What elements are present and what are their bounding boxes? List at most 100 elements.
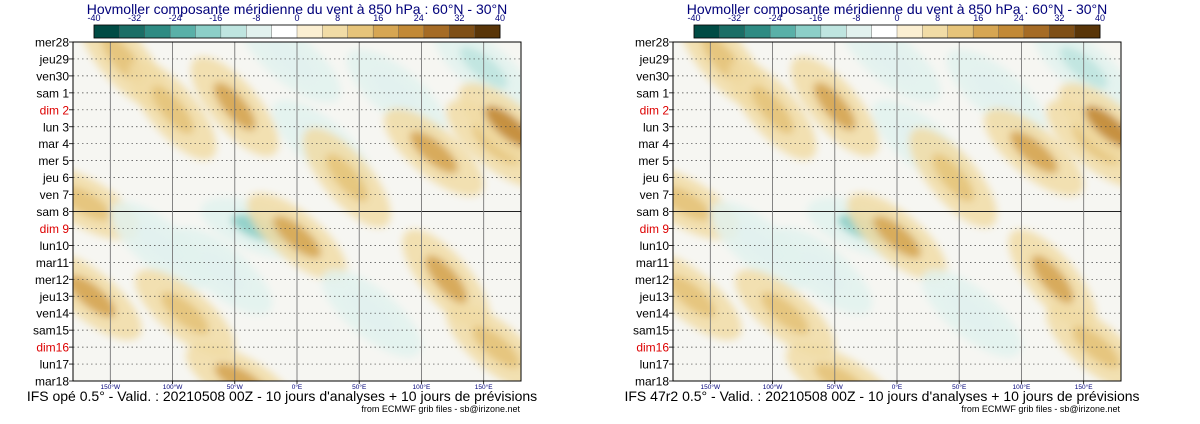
chart-title: Hovmoller composante méridienne du vent …	[687, 1, 1108, 17]
wind-anomaly-halo	[185, 343, 297, 381]
y-day-label: sam 8	[36, 205, 69, 219]
x-tick-label: 0°E	[292, 383, 303, 391]
colorbar-tick-label: 0	[894, 13, 899, 23]
y-day-label: mer12	[35, 273, 69, 287]
colorbar-tick-label: 0	[294, 13, 299, 23]
colorbar-swatch	[246, 24, 273, 39]
model-footer: IFS 47r2 0.5° - Valid. : 20210508 00Z - …	[624, 388, 1139, 404]
x-tick-label: 150°W	[701, 383, 721, 391]
wind-anomaly-core	[972, 71, 1021, 114]
colorbar-tick-label: 40	[495, 13, 505, 23]
y-day-label: mer12	[635, 273, 669, 287]
y-day-label: sam 1	[36, 86, 69, 100]
y-day-label: ven 7	[640, 188, 670, 202]
colorbar-swatch	[220, 24, 247, 39]
wind-anomaly-halo	[785, 343, 897, 381]
colorbar-tick-label: -32	[128, 13, 141, 23]
y-day-label: sam 1	[636, 86, 669, 100]
y-day-label: lun 3	[643, 120, 669, 134]
y-day-label: jeu29	[639, 52, 670, 66]
colorbar-swatch	[693, 24, 720, 39]
wind-anomaly-core	[214, 363, 268, 381]
y-day-label: jeu 6	[642, 171, 669, 185]
y-day-label: lun10	[40, 239, 70, 253]
y-day-label: mer 5	[638, 154, 669, 168]
y-day-label: jeu13	[639, 290, 670, 304]
colorbar-swatch	[347, 24, 374, 39]
y-day-label: mar 4	[38, 137, 69, 151]
colorbar-swatch	[169, 24, 196, 39]
hovmoller-svg: Hovmoller composante méridienne du vent …	[27, 1, 537, 414]
colorbar-swatch	[322, 24, 349, 39]
colorbar-tick-label: -16	[209, 13, 222, 23]
colorbar-tick-label: 8	[935, 13, 940, 23]
credit-text: from ECMWF grib files - sb@irizone.net	[361, 404, 520, 414]
y-day-label: ven30	[36, 69, 69, 83]
x-tick-label: 150°E	[475, 383, 493, 391]
y-day-label: dim 2	[40, 103, 70, 117]
y-day-label: mar 4	[638, 137, 669, 151]
colorbar-swatch	[398, 24, 425, 39]
colorbar-swatch	[372, 24, 399, 39]
y-day-label: lun17	[640, 358, 670, 372]
wind-anomaly-core	[266, 42, 315, 80]
x-tick-label: 100°W	[763, 383, 783, 391]
colorbar-swatch	[144, 24, 171, 39]
colorbar-tick-label: 32	[1054, 13, 1064, 23]
colorbar-tick-label: 32	[454, 13, 464, 23]
wind-anomaly-core	[325, 153, 368, 202]
colorbar-tick-label: 8	[335, 13, 340, 23]
x-tick-label: 150°E	[1075, 383, 1093, 391]
y-day-label: mer28	[35, 36, 69, 50]
hovmoller-panel-ifs-ope: Hovmoller composante méridienne du vent …	[27, 1, 537, 414]
x-tick-label: 100°E	[1013, 383, 1031, 391]
y-day-label: dim16	[636, 341, 669, 355]
colorbar-tick-label: -40	[87, 13, 100, 23]
colorbar-swatch	[449, 24, 476, 39]
colorbar-swatch	[1049, 24, 1076, 39]
colorbar-tick-label: 24	[1014, 13, 1024, 23]
y-day-label: ven14	[36, 307, 69, 321]
colorbar-swatch	[271, 24, 298, 39]
x-tick-label: 50°W	[827, 383, 844, 391]
colorbar-swatch	[820, 24, 847, 39]
y-day-label: dim 2	[640, 103, 670, 117]
colorbar-swatch	[922, 24, 949, 39]
colorbar-swatch	[119, 24, 146, 39]
y-day-label: lun17	[40, 358, 70, 372]
y-day-label: dim 9	[40, 222, 70, 236]
wind-anomaly-core	[425, 255, 468, 304]
y-day-label: dim 9	[640, 222, 670, 236]
x-tick-label: 50°W	[227, 383, 244, 391]
colorbar-swatch	[423, 24, 450, 39]
wind-anomaly-core	[1031, 255, 1074, 304]
colorbar-swatch	[195, 24, 222, 39]
y-day-label: ven 7	[40, 188, 70, 202]
credit-text: from ECMWF grib files - sb@irizone.net	[961, 404, 1120, 414]
x-tick-label: 0°E	[892, 383, 903, 391]
y-day-label: lun10	[640, 239, 670, 253]
colorbar-tick-label: 16	[973, 13, 983, 23]
x-tick-label: 100°E	[413, 383, 431, 391]
colorbar-tick-label: -32	[728, 13, 741, 23]
hovmoller-svg: Hovmoller composante méridienne du vent …	[624, 1, 1139, 414]
y-day-label: jeu29	[39, 52, 70, 66]
y-day-label: mar18	[35, 375, 69, 389]
x-tick-label: 50°E	[352, 383, 367, 391]
y-day-label: mar11	[636, 256, 669, 270]
colorbar-tick-label: -24	[769, 13, 782, 23]
y-day-label: mar18	[635, 375, 669, 389]
colorbar-swatch	[972, 24, 999, 39]
y-day-label: mer 5	[38, 154, 69, 168]
y-day-label: sam15	[633, 324, 669, 338]
colorbar-frame	[693, 24, 1101, 39]
colorbar-swatch	[744, 24, 771, 39]
colorbar-swatch	[1074, 24, 1101, 39]
colorbar-swatch	[474, 24, 501, 39]
colorbar-swatch	[846, 24, 873, 39]
colorbar-swatch	[769, 24, 796, 39]
x-tick-label: 150°W	[101, 383, 121, 391]
y-day-label: jeu 6	[42, 171, 69, 185]
colorbar-swatch	[93, 24, 120, 39]
colorbar-tick-label: 24	[414, 13, 424, 23]
